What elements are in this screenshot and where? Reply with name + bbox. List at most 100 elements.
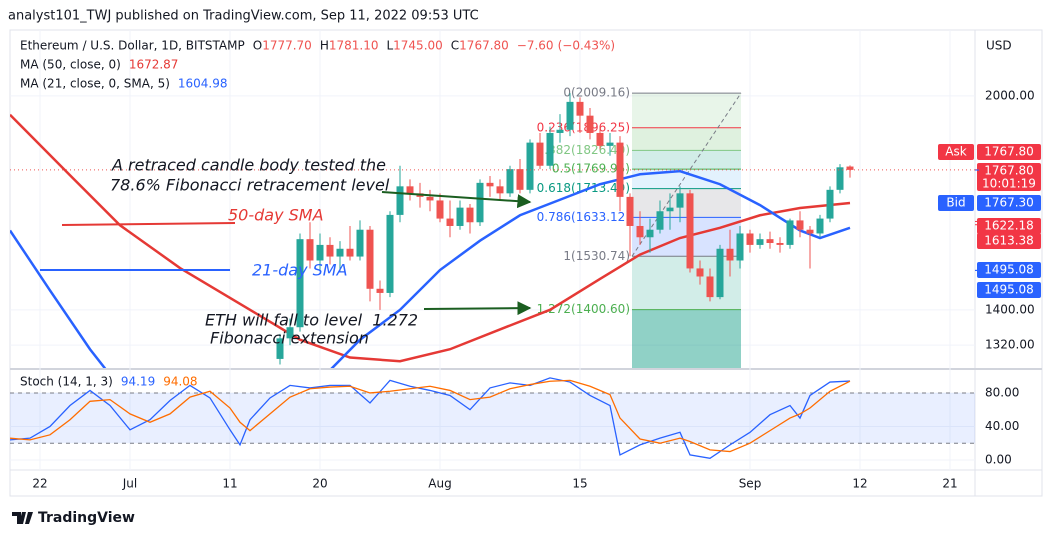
x-tick-label: 15	[572, 477, 587, 491]
fib-label: 0.786(1633.12)	[537, 210, 630, 224]
stoch-pane	[10, 377, 975, 459]
legend-text: Ethereum / U.S. Dollar, 1D, BITSTAMP	[20, 39, 245, 53]
fib-label: 0.236(1896.25)	[537, 120, 630, 134]
currency: USD	[986, 39, 1012, 53]
price-label-box	[977, 262, 1041, 278]
legend-text: (−0.43%)	[558, 39, 616, 53]
fib-zone	[632, 127, 741, 151]
price-tag-box	[938, 195, 974, 211]
price-label-time: 10:01:19	[982, 177, 1036, 191]
price-label: 1767.80	[984, 145, 1034, 159]
logo-mark	[12, 512, 33, 524]
candle-body	[336, 248, 344, 257]
price-label-box	[977, 233, 1041, 249]
candle-body	[616, 142, 624, 197]
x-tick-label: 21	[942, 477, 957, 491]
candle-body	[286, 327, 294, 339]
candle-body	[646, 229, 654, 238]
candle-body	[626, 196, 634, 226]
candle-body	[816, 218, 824, 234]
y-tick-label: 1320.00	[985, 338, 1035, 352]
price-label-box	[977, 195, 1041, 211]
price-label-box	[977, 144, 1041, 160]
x-tick-label: 12	[852, 477, 867, 491]
candle-body	[296, 239, 304, 328]
price-label: 1767.30	[984, 196, 1034, 210]
annotation: ETH will fall to level 1.272	[205, 311, 418, 330]
stoch-line	[10, 379, 851, 453]
legend-text: 1604.98	[178, 77, 228, 91]
price-tag: Ask	[945, 145, 966, 159]
legend-text: 1777.70	[262, 39, 312, 53]
price-label: 1767.80	[984, 164, 1034, 178]
candle-body	[786, 220, 794, 245]
legend-line-ma50	[61, 222, 236, 226]
x-tick-label: 20	[312, 477, 327, 491]
price-label-box	[977, 218, 1041, 234]
candle-body	[556, 129, 564, 133]
candle-body	[676, 193, 684, 208]
brand: TradingView	[38, 510, 135, 526]
price-label-box	[977, 163, 1041, 191]
candle-body	[406, 186, 414, 194]
arrow	[423, 301, 532, 316]
candle-body	[606, 142, 614, 146]
candle-body	[736, 233, 744, 261]
candle-body	[716, 248, 724, 298]
candle-body	[516, 169, 524, 190]
stoch-line	[10, 377, 851, 459]
candle-body	[746, 233, 754, 245]
price-label: 1613.38	[984, 234, 1034, 248]
candle-body	[726, 248, 734, 261]
legend-text: 1672.87	[129, 58, 179, 72]
arrow	[381, 191, 532, 209]
candle-body	[366, 229, 374, 289]
fib-label: 0.5(1769.95)	[552, 162, 630, 176]
candle-body	[826, 189, 834, 219]
annotation: 50-day SMA	[228, 206, 324, 225]
candle-body	[576, 101, 584, 116]
candle-body	[806, 229, 814, 234]
annotation: Fibonacci extension	[210, 329, 369, 348]
stoch-value: 94.08	[163, 375, 197, 389]
price-label-box	[977, 282, 1041, 298]
frame	[9, 29, 1043, 497]
fib-label: 0(2009.16)	[563, 86, 630, 100]
candle-body	[306, 239, 314, 261]
candle-body	[536, 142, 544, 166]
main-pane: 0(2009.16) 0.236(1896.25) 0.382(1826.40) 0.…	[10, 86, 975, 368]
candle-body	[596, 132, 604, 146]
candle-body	[846, 166, 854, 170]
annotation: A retraced candle body tested the	[111, 156, 386, 175]
price-label: 1495.08	[984, 283, 1034, 297]
y-tick-label: 80.00	[985, 385, 1019, 399]
y-tick-label: 0.00	[985, 452, 1012, 466]
x-tick-label: 22	[32, 477, 47, 491]
legend-text: MA (50, close, 0)	[20, 58, 121, 72]
candle-body	[696, 268, 704, 277]
legend-text: 1767.80	[459, 39, 509, 53]
candle-body	[276, 338, 284, 359]
candle-body	[386, 214, 394, 293]
candle-body	[466, 207, 474, 223]
y-tick-label: 40.00	[985, 419, 1019, 433]
annotation: 78.6% Fibonacci retracement level	[110, 176, 390, 195]
fib-trend	[631, 92, 742, 257]
candle-body	[436, 200, 444, 219]
candle-body	[526, 142, 534, 190]
price-tag: Bid	[946, 196, 965, 210]
publisher: analyst101_TWJ published on TradingView.…	[8, 9, 479, 24]
fib-label: 1.272(1400.60)	[537, 302, 630, 316]
legend-text: H	[320, 39, 329, 53]
stoch-title: Stoch (14, 1, 3)	[20, 375, 113, 389]
stoch-value: 94.19	[121, 375, 155, 389]
candle-body	[706, 276, 714, 298]
y-tick-label: 1400.00	[985, 302, 1035, 316]
fib-label: 0.382(1826.40)	[537, 143, 630, 157]
candle-body	[396, 186, 404, 215]
candle-body	[776, 242, 784, 245]
ma-line	[10, 169, 851, 368]
fib-label: 0.618(1713.49)	[537, 181, 630, 195]
legend-text: 1781.10	[329, 39, 379, 53]
